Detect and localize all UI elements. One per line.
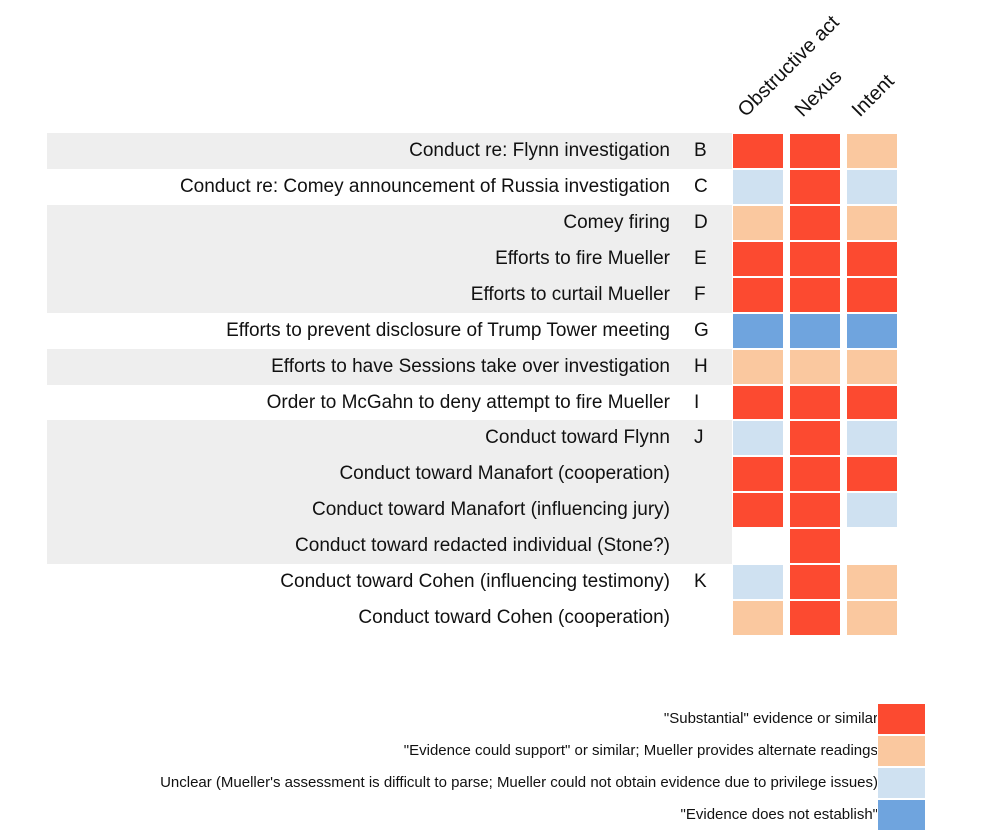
heatmap-cell (789, 133, 841, 169)
heatmap-cell (789, 240, 841, 277)
legend-swatch (877, 735, 926, 767)
row-band (47, 204, 732, 313)
row-label: Conduct toward Cohen (influencing testim… (280, 571, 670, 593)
heatmap-cell (732, 348, 784, 385)
row-label: Conduct toward Manafort (influencing jur… (311, 499, 670, 521)
heatmap-cell (732, 168, 784, 205)
row-letter: K (694, 571, 707, 593)
heatmap-cell (732, 528, 784, 565)
row-letter: I (694, 391, 700, 413)
legend-label: "Evidence could support" or similar; Mue… (403, 742, 878, 759)
heatmap-cell (846, 312, 898, 349)
heatmap-cell (789, 456, 841, 493)
row-label: Order to McGahn to deny attempt to fire … (266, 391, 670, 413)
heatmap-cell (732, 420, 784, 457)
heatmap-cell (846, 492, 898, 529)
heatmap-cell (846, 133, 898, 169)
legend-label: Unclear (Mueller's assessment is difficu… (160, 774, 878, 791)
row-label: Conduct toward Manafort (cooperation) (339, 463, 670, 485)
column-header: Obstructive act (733, 11, 844, 122)
row-letter: G (694, 319, 709, 341)
heatmap-cell (732, 312, 784, 349)
heatmap-cell (732, 133, 784, 169)
heatmap-cell (732, 276, 784, 313)
heatmap-cell (732, 204, 784, 241)
heatmap-cell (732, 600, 784, 636)
row-letter: F (694, 283, 706, 305)
heatmap-cell (732, 456, 784, 493)
row-label: Comey firing (563, 211, 670, 233)
row-band (47, 348, 732, 385)
row-band (47, 420, 732, 565)
legend-swatch (877, 767, 926, 799)
row-label: Conduct re: Comey announcement of Russia… (179, 175, 670, 197)
heatmap-cell (846, 528, 898, 565)
row-letter: B (694, 140, 707, 161)
row-letter: H (694, 355, 708, 377)
heatmap-cell (732, 240, 784, 277)
heatmap-cell (846, 276, 898, 313)
row-label: Efforts to curtail Mueller (470, 283, 670, 305)
row-label: Efforts to prevent disclosure of Trump T… (226, 319, 670, 341)
heatmap-cell (789, 528, 841, 565)
heatmap-cell (846, 348, 898, 385)
row-band (47, 133, 732, 169)
heatmap-cell (846, 420, 898, 457)
row-label: Conduct toward Cohen (cooperation) (358, 607, 670, 629)
row-letter: J (694, 427, 704, 449)
heatmap-cell (789, 420, 841, 457)
heatmap-cell (789, 600, 841, 636)
heatmap-cell (789, 492, 841, 529)
legend-swatch (877, 703, 926, 735)
heatmap-cell (789, 312, 841, 349)
heatmap-cell (789, 204, 841, 241)
heatmap-cell (789, 348, 841, 385)
heatmap-cell (846, 204, 898, 241)
row-label: Conduct re: Flynn investigation (409, 140, 670, 161)
row-label: Efforts to fire Mueller (495, 247, 670, 269)
legend-label: "Substantial" evidence or similar (663, 710, 878, 727)
row-letter: E (694, 247, 707, 269)
heatmap-cell (789, 564, 841, 601)
row-letter: C (694, 175, 708, 197)
legend-swatch (877, 799, 926, 831)
row-label: Conduct toward Flynn (485, 427, 670, 449)
heatmap-cell (846, 240, 898, 277)
row-letter: D (694, 211, 708, 233)
heatmap-cell (732, 564, 784, 601)
heatmap-cell (846, 564, 898, 601)
legend-label: "Evidence does not establish" (680, 806, 878, 823)
heatmap-cell (846, 384, 898, 421)
row-label: Conduct toward redacted individual (Ston… (295, 535, 670, 557)
heatmap-cell (846, 600, 898, 636)
row-label: Efforts to have Sessions take over inves… (271, 355, 670, 377)
column-header: Intent (847, 70, 899, 122)
heatmap-cell (789, 276, 841, 313)
heatmap-cell (789, 384, 841, 421)
heatmap-cell (789, 168, 841, 205)
column-header: Nexus (790, 65, 847, 122)
heatmap-cell (846, 456, 898, 493)
heatmap-cell (846, 168, 898, 205)
heatmap-cell (732, 384, 784, 421)
heatmap-cell (732, 492, 784, 529)
